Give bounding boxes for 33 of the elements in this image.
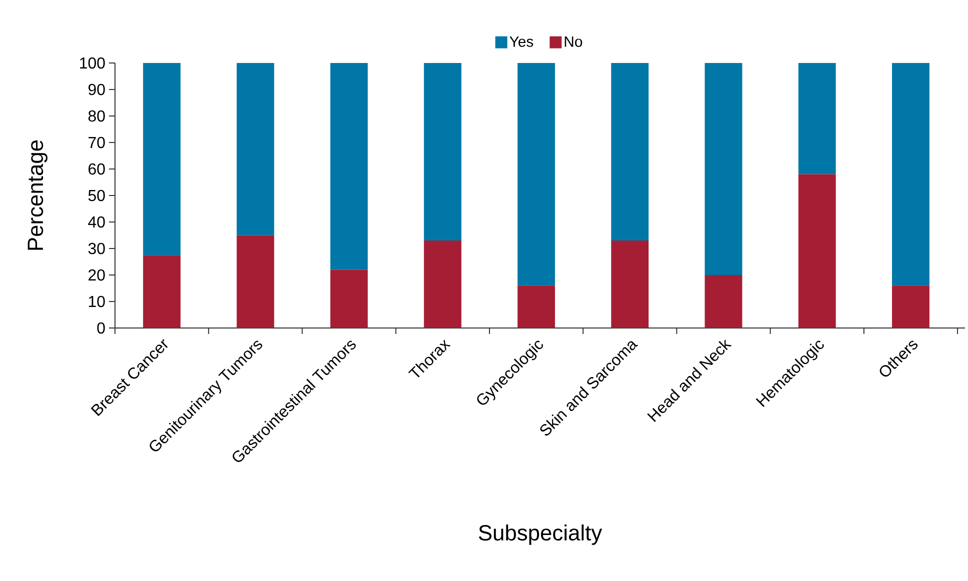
bar <box>704 62 742 275</box>
bar <box>892 62 930 286</box>
bar <box>424 240 462 328</box>
bar <box>611 240 649 328</box>
y-tick-label: 100 <box>80 57 105 69</box>
y-tick-label: 60 <box>88 163 105 175</box>
y-tick-label: 20 <box>88 269 105 281</box>
bar <box>518 62 555 286</box>
bar <box>236 62 274 236</box>
bar <box>798 174 836 328</box>
legend-label: No <box>564 36 582 47</box>
bar <box>330 62 368 270</box>
bar <box>892 286 930 328</box>
bar <box>236 235 274 328</box>
y-axis-title: Percentage <box>28 140 48 250</box>
y-tick-label: 80 <box>88 110 105 122</box>
y-tick-label: 70 <box>88 136 105 148</box>
y-tick-label: 0 <box>97 322 105 334</box>
bar <box>330 270 368 328</box>
bar <box>611 62 649 241</box>
bar <box>143 255 181 328</box>
legend-label: Yes <box>510 36 534 47</box>
x-axis-title: Subspecialty <box>478 524 602 545</box>
bar <box>424 62 462 241</box>
bar <box>143 62 181 256</box>
y-tick-label: 90 <box>88 84 105 96</box>
bar <box>704 275 742 328</box>
bar <box>798 62 836 174</box>
bar <box>518 286 555 328</box>
y-tick-label: 30 <box>88 242 105 254</box>
y-tick-label: 10 <box>88 296 105 308</box>
y-tick-label: 40 <box>88 216 105 228</box>
y-tick-label: 50 <box>88 190 105 202</box>
